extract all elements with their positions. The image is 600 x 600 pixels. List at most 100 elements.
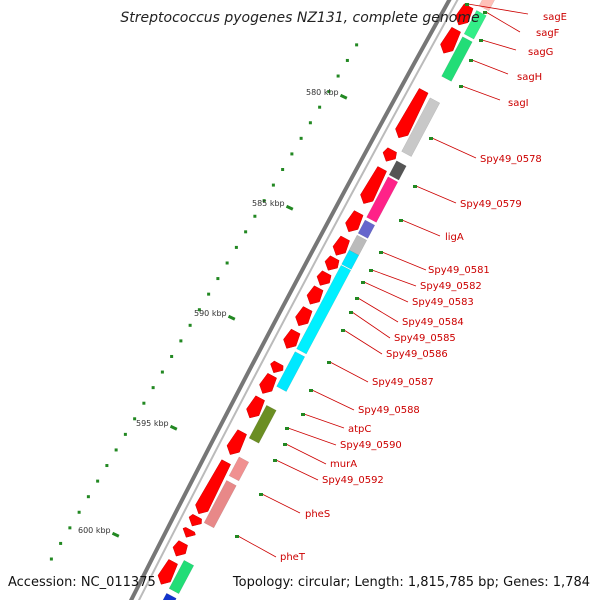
cds-arrow: [182, 527, 196, 538]
gene-anchor-tick: [235, 535, 239, 538]
scale-dot: [290, 152, 294, 156]
feature-box: [388, 160, 407, 181]
gene-label: sagF: [536, 28, 560, 39]
gene-leader-line: [357, 297, 399, 323]
gene-label: murA: [330, 459, 357, 470]
backbone-outer: [128, 0, 452, 600]
cds-arrow: [440, 26, 461, 54]
cds-arrow: [306, 285, 324, 305]
cds-arrow: [226, 429, 247, 455]
backbone-inner: [137, 0, 459, 600]
gene-label: Spy49_0581: [428, 265, 490, 276]
gene-leader-line: [351, 311, 391, 339]
cds-arrow: [172, 540, 188, 557]
scale-dot: [151, 386, 155, 390]
gene-leader-line: [303, 413, 345, 429]
gene-anchor-tick: [355, 297, 359, 300]
gene-label: Spy49_0583: [412, 297, 474, 308]
gene-leader-line: [261, 493, 301, 514]
scale-dot: [197, 308, 201, 312]
gene-anchor-tick: [259, 493, 263, 496]
gene-anchor-tick: [469, 59, 473, 62]
cds-arrow: [157, 559, 178, 585]
scale-dot: [234, 245, 238, 249]
gene-labels: sagE sagF sagG sagH sagI Spy49_0578 Spy49_0579…: [235, 3, 567, 563]
gene-leader-line: [415, 185, 457, 204]
gene-anchor-tick: [369, 269, 373, 272]
gene-anchor-tick: [283, 443, 287, 446]
gene-label: Spy49_0579: [460, 199, 522, 210]
gene-anchor-tick: [479, 39, 483, 42]
gene-anchor-tick: [459, 85, 463, 88]
kbp-label: 580 kbp: [306, 88, 339, 97]
feature-box: [478, 0, 495, 12]
scale-dot: [179, 339, 183, 343]
kbp-tick: [285, 204, 294, 211]
scale-dot: [318, 105, 322, 109]
gene-anchor-tick: [429, 137, 433, 140]
feature-box: [366, 176, 399, 223]
scale-dot: [271, 183, 275, 187]
gene-label: atpC: [348, 424, 371, 435]
gene-leader-line: [401, 219, 441, 237]
scale-dot: [345, 58, 349, 62]
gene-label: Spy49_0590: [340, 440, 402, 451]
gene-leader-line: [311, 389, 355, 411]
feature-box: [401, 97, 441, 157]
gene-anchor-tick: [483, 11, 487, 14]
gene-anchor-tick: [273, 459, 277, 462]
gene-label: Spy49_0578: [480, 154, 542, 165]
gene-anchor-tick: [285, 427, 289, 430]
scale-dot: [142, 401, 146, 405]
gene-leader-line: [381, 251, 427, 271]
scale-dot: [123, 432, 127, 436]
gene-anchor-tick: [327, 361, 331, 364]
feature-box: [248, 404, 277, 444]
gene-label: Spy49_0584: [402, 317, 464, 328]
gene-anchor-tick: [349, 311, 353, 314]
gene-label: Spy49_0585: [394, 333, 456, 344]
scale-dot: [105, 464, 109, 468]
scale-dot: [308, 121, 312, 125]
gene-leader-line: [275, 459, 319, 481]
kbp-label: 585 kbp: [252, 199, 285, 208]
scale-dot: [170, 354, 174, 358]
cds-arrow: [345, 210, 364, 233]
gene-label: sagH: [517, 72, 542, 83]
scale-dot: [327, 90, 331, 94]
scale-dot: [253, 214, 257, 218]
scale-dot: [68, 526, 72, 530]
scale-dot: [114, 448, 118, 452]
scale-dot: [216, 277, 220, 281]
gene-leader-line: [371, 269, 417, 287]
gene-label: ligA: [445, 232, 464, 243]
scale-dot: [59, 541, 63, 545]
feature-box: [168, 559, 195, 595]
gene-label: Spy49_0586: [386, 349, 448, 360]
cds-arrow: [246, 395, 265, 419]
kbp-tick: [339, 93, 348, 100]
gene-anchor-tick: [465, 3, 469, 6]
kbp-ticks: 580 kbp 585 kbp 590 kbp 595 kbp 600 kbp: [78, 88, 348, 538]
kbp-tick: [169, 424, 178, 431]
gene-leader-line: [471, 59, 509, 75]
scale-dot: [96, 479, 100, 483]
gene-label: sagI: [508, 98, 529, 109]
genome-info-text: Topology: circular; Length: 1,815,785 bp…: [232, 575, 590, 590]
gene-label: Spy49_0587: [372, 377, 434, 388]
kbp-label: 595 kbp: [136, 419, 169, 428]
gene-leader-line: [287, 427, 337, 446]
gene-anchor-tick: [301, 413, 305, 416]
feature-box: [441, 36, 473, 82]
feature-box: [203, 480, 237, 529]
scale-dot: [188, 323, 192, 327]
cds-arrow: [316, 270, 332, 286]
cds-arrow: [195, 459, 231, 515]
gene-label: Spy49_0588: [358, 405, 420, 416]
feature-box: [228, 456, 250, 482]
gene-anchor-tick: [379, 251, 383, 254]
scale-dot: [281, 168, 285, 172]
scale-dot: [133, 417, 137, 421]
feature-box: [341, 249, 360, 270]
